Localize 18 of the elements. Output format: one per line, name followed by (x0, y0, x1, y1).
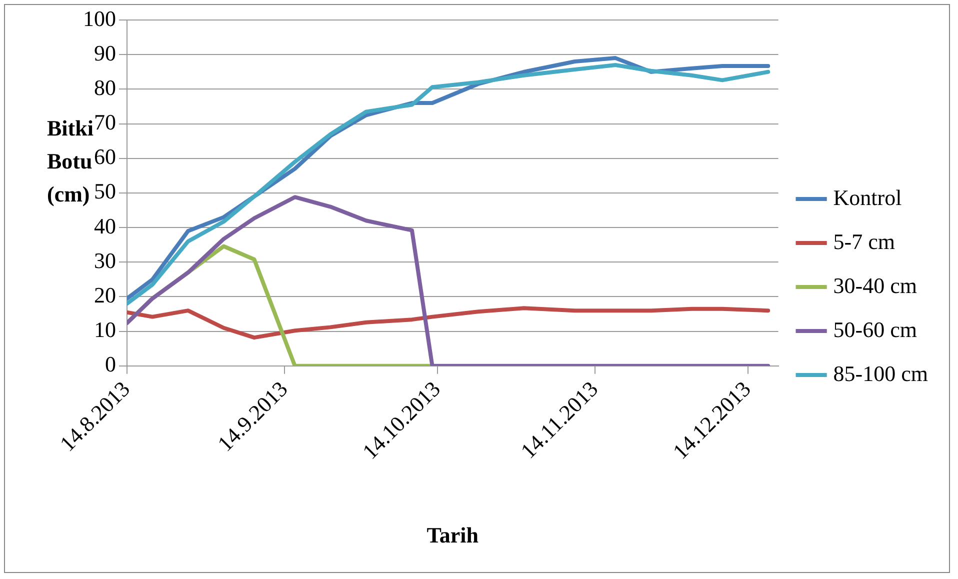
legend-label: 85-100 cm (833, 360, 928, 386)
y-tick-label: 40 (94, 213, 116, 238)
legend-label: 30-40 cm (833, 272, 917, 298)
y-tick-label: 0 (105, 352, 116, 377)
y-tick-label: 90 (94, 40, 116, 66)
y-tick-label: 50 (94, 178, 116, 204)
x-axis-title: Tarih (426, 522, 479, 548)
y-tick-label: 30 (94, 248, 116, 273)
y-tick-label: 80 (94, 74, 116, 100)
y-tick-label: 10 (94, 317, 116, 342)
y-tick-label: 70 (94, 110, 116, 135)
y-axis-title: Bitki Botu (cm) (47, 116, 94, 207)
legend-label: 5-7 cm (833, 228, 895, 254)
y-tick-label: 60 (94, 144, 116, 170)
y-tick-label: 20 (94, 282, 116, 308)
legend-label: Kontrol (833, 184, 902, 210)
legend-label: 50-60 cm (833, 316, 917, 342)
y-tick-label: 100 (83, 6, 116, 31)
